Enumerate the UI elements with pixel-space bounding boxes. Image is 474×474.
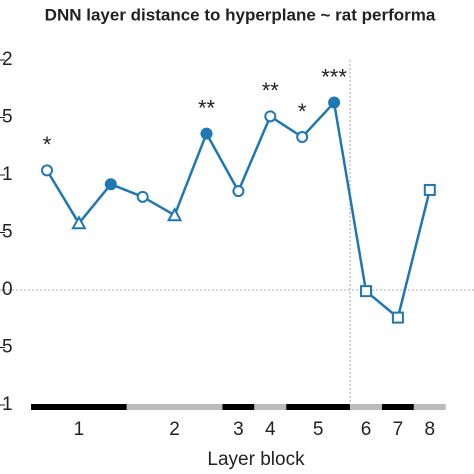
point [360, 285, 372, 298]
block-bar [381, 404, 414, 410]
y-tick-label: 0 [2, 279, 13, 300]
y-tick-label: 5 [2, 222, 13, 243]
x-tick-label: 2 [169, 419, 180, 440]
point [232, 185, 245, 198]
x-tick-label: 6 [361, 419, 372, 440]
block-bar [31, 404, 127, 410]
significance: ** [262, 78, 280, 103]
y-tick-label: 5 [2, 337, 13, 358]
x-tick-label: 1 [74, 419, 85, 440]
significance: ** [198, 95, 216, 120]
block-bar [350, 404, 382, 410]
significance: * [298, 99, 307, 124]
x-tick-label: 8 [425, 419, 436, 440]
point [71, 215, 87, 230]
block-bar [286, 404, 351, 410]
block-bar [222, 404, 255, 410]
point [328, 96, 341, 109]
point [296, 131, 309, 144]
x-axis-label: Layer block [207, 449, 305, 470]
point [391, 311, 404, 324]
x-tick-label: 3 [233, 419, 244, 440]
y-tick-label: 1 [2, 164, 13, 185]
point [41, 164, 53, 177]
block-bar [254, 404, 287, 410]
x-tick-label: 7 [393, 419, 404, 440]
significance: *** [321, 64, 347, 89]
block-bar [413, 404, 446, 410]
point [104, 178, 117, 191]
significance: * [43, 132, 52, 157]
chart-title: DNN layer distance to hyperplane ~ rat p… [45, 5, 436, 24]
point [136, 190, 149, 203]
point [200, 127, 213, 140]
y-tick-label: 5 [2, 107, 13, 128]
y-tick-label: 1 [2, 394, 13, 415]
block-bar [126, 404, 223, 410]
point [423, 183, 436, 196]
point [264, 110, 277, 123]
y-tick-label: 2 [2, 49, 13, 70]
x-tick-label: 4 [265, 419, 276, 440]
point [166, 207, 183, 222]
x-tick-label: 5 [313, 419, 324, 440]
data-line [45, 99, 432, 320]
